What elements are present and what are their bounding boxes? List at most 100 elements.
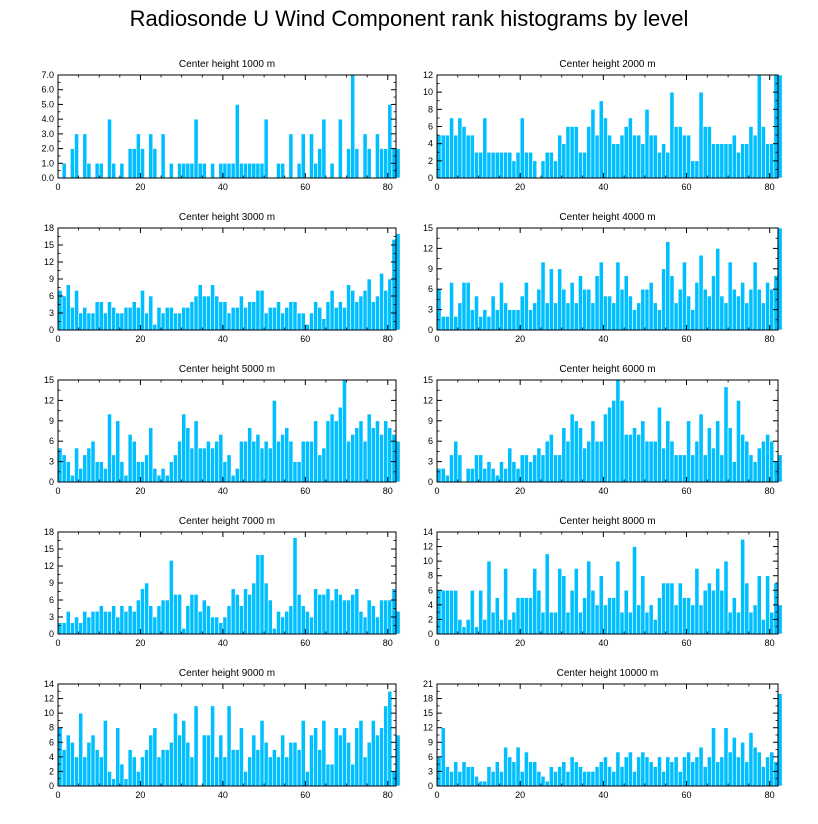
y-tick-label: 12 — [423, 542, 433, 552]
histogram-bar — [632, 771, 637, 787]
histogram-bar — [379, 434, 384, 483]
histogram-bar — [78, 712, 84, 787]
y-tick-label: 12 — [44, 257, 54, 267]
histogram-bar — [657, 597, 662, 635]
histogram-bar — [677, 582, 683, 635]
histogram-bar — [436, 468, 442, 483]
histogram-bar — [226, 605, 232, 635]
histogram-bar — [536, 447, 542, 483]
histogram-bar — [317, 307, 323, 331]
histogram-bar — [230, 749, 236, 787]
histogram-bar — [292, 461, 298, 483]
histogram-bar — [107, 771, 112, 787]
histogram-bar — [70, 307, 75, 331]
histogram-bar — [661, 143, 667, 179]
histogram-bar — [201, 162, 207, 179]
histogram-bar — [82, 454, 88, 483]
histogram-bar — [185, 605, 191, 635]
histogram-bar — [325, 301, 331, 331]
histogram-bar — [715, 143, 721, 179]
y-tick-label: 6 — [428, 284, 433, 294]
histogram-bar — [532, 160, 538, 179]
histogram-bar — [731, 288, 737, 331]
histogram-bar — [627, 434, 633, 483]
histogram-bar — [511, 160, 517, 179]
histogram-bar — [544, 151, 550, 179]
histogram-bar — [362, 616, 368, 635]
histogram-bar — [152, 468, 158, 483]
histogram-bar — [321, 447, 327, 483]
histogram-bar — [586, 288, 592, 331]
histogram-bar — [111, 605, 117, 635]
histogram-bar — [719, 143, 725, 179]
histogram-bar — [337, 301, 343, 331]
histogram-bar — [582, 597, 588, 635]
histogram-bar — [499, 771, 504, 787]
histogram-bar — [210, 705, 215, 787]
histogram-bar — [234, 749, 240, 787]
histogram-bar — [127, 148, 133, 179]
histogram-bar — [321, 318, 327, 331]
histogram-bar — [296, 749, 302, 787]
histogram-bar — [251, 582, 257, 635]
histogram-bar — [247, 756, 253, 787]
histogram-bar — [267, 447, 273, 483]
histogram-bar — [218, 622, 224, 635]
histogram-bar — [230, 162, 236, 179]
histogram-bar — [582, 771, 588, 787]
histogram-bar — [243, 588, 248, 635]
histogram-bar — [777, 693, 783, 787]
histogram-bar — [740, 434, 746, 483]
histogram-bar — [115, 312, 121, 331]
histogram-bar — [210, 447, 215, 483]
y-tick-label: 1.0 — [41, 158, 54, 168]
histogram-bar — [727, 143, 733, 179]
histogram-bar — [123, 778, 129, 787]
histogram-bar — [648, 134, 654, 179]
x-tick-label: 40 — [218, 334, 228, 344]
histogram-bar — [131, 148, 137, 179]
y-tick-label: 3.0 — [41, 129, 54, 139]
histogram-bar — [86, 616, 92, 635]
histogram-bar — [640, 751, 646, 787]
histogram-bar — [362, 133, 368, 179]
histogram-bar — [160, 312, 166, 331]
x-tick-label: 0 — [55, 790, 60, 800]
histogram-bar — [177, 440, 182, 483]
histogram-bar — [445, 766, 450, 787]
histogram-bar — [375, 295, 380, 331]
histogram-bar — [197, 162, 203, 179]
histogram-bar — [305, 771, 310, 787]
histogram-bar — [648, 282, 654, 331]
histogram-bar — [263, 741, 269, 787]
histogram-bar — [474, 454, 479, 483]
histogram-bar — [773, 761, 779, 787]
x-tick-label: 60 — [300, 486, 310, 496]
histogram-bar — [160, 749, 166, 787]
histogram-bar — [711, 275, 716, 331]
y-tick-label: 10 — [423, 87, 433, 97]
histogram-bar — [640, 288, 646, 331]
y-tick-label: 7.0 — [41, 70, 54, 80]
histogram-bar — [607, 597, 612, 635]
histogram-bar — [623, 126, 629, 179]
histogram-bar — [756, 447, 762, 483]
histogram-bar — [94, 611, 100, 635]
histogram-bar — [177, 734, 182, 787]
histogram-bar — [247, 301, 253, 331]
histogram-bar — [90, 312, 96, 331]
histogram-bar — [644, 611, 650, 635]
histogram-bar — [119, 162, 125, 179]
histogram-bar — [214, 295, 220, 331]
histogram-bar — [201, 599, 207, 635]
histogram-bar — [127, 605, 133, 635]
histogram-bar — [632, 546, 637, 635]
histogram-bar — [611, 302, 617, 331]
histogram-bar — [540, 611, 546, 635]
histogram-bar — [532, 302, 538, 331]
histogram-bar — [457, 454, 463, 483]
histogram-bar — [740, 143, 746, 179]
histogram-bar — [168, 461, 174, 483]
histogram-bar — [251, 162, 257, 179]
histogram-bar — [598, 440, 604, 483]
